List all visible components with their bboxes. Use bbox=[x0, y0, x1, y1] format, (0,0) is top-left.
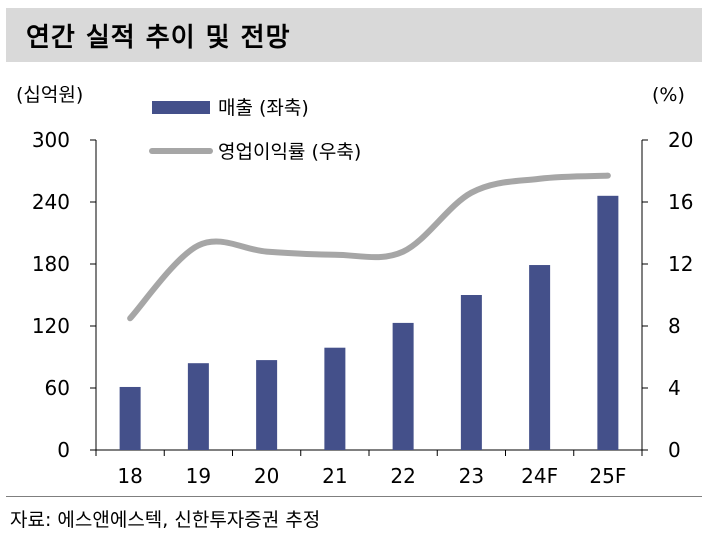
x-tick-label: 21 bbox=[322, 464, 347, 488]
x-tick-label: 19 bbox=[186, 464, 211, 488]
bar-revenue bbox=[460, 295, 482, 450]
x-tick-label: 18 bbox=[117, 464, 142, 488]
bar-revenue bbox=[392, 322, 414, 450]
left-tick-label: 120 bbox=[32, 314, 70, 338]
x-tick-label: 23 bbox=[459, 464, 484, 488]
right-tick-label: 12 bbox=[668, 252, 693, 276]
chart: 0 60 120 180 240 300 0 4 8 12 16 20 18 19 20 21 22 23 24F 2… bbox=[16, 84, 693, 488]
right-tick-label: 8 bbox=[668, 314, 681, 338]
left-tick-label: 240 bbox=[32, 190, 70, 214]
legend-label-revenue: 매출 (좌축) bbox=[218, 97, 309, 119]
bar-revenue bbox=[187, 363, 209, 450]
bar-revenue bbox=[597, 195, 619, 450]
legend-swatch-revenue bbox=[152, 101, 210, 114]
x-tick-label: 25F bbox=[589, 464, 626, 488]
left-tick-label: 0 bbox=[57, 438, 70, 462]
right-tick-label: 4 bbox=[668, 376, 681, 400]
chart-title: 연간 실적 추이 및 전망 bbox=[26, 23, 291, 53]
source-note: 자료: 에스앤에스텍, 신한투자증권 추정 bbox=[10, 509, 321, 531]
bar-revenue bbox=[119, 386, 141, 450]
right-axis-label: (%) bbox=[652, 84, 685, 106]
x-tick-label: 24F bbox=[521, 464, 558, 488]
x-tick-label: 20 bbox=[254, 464, 279, 488]
title-bar: 연간 실적 추이 및 전망 bbox=[6, 8, 702, 62]
left-tick-label: 300 bbox=[32, 128, 70, 152]
left-tick-label: 180 bbox=[32, 252, 70, 276]
right-tick-label: 16 bbox=[668, 190, 693, 214]
right-tick-label: 0 bbox=[668, 438, 681, 462]
bar-revenue bbox=[256, 360, 278, 450]
divider bbox=[6, 496, 702, 497]
left-tick-label: 60 bbox=[45, 376, 70, 400]
bar-revenue bbox=[529, 265, 551, 450]
bar-revenue bbox=[324, 347, 346, 450]
legend-label-margin: 영업이익률 (우축) bbox=[218, 141, 361, 163]
right-tick-label: 20 bbox=[668, 128, 693, 152]
left-axis-label: (십억원) bbox=[16, 84, 83, 106]
x-tick-label: 22 bbox=[390, 464, 415, 488]
